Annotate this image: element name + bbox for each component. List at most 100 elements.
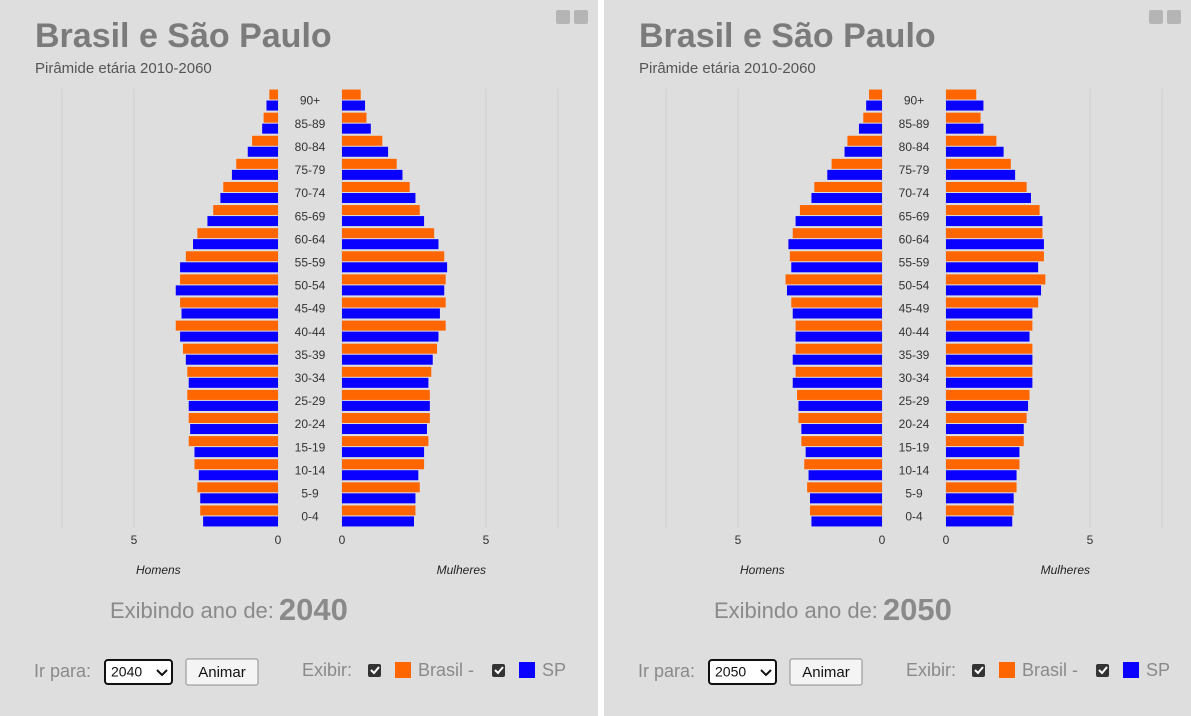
- legend-swatch: [1123, 662, 1140, 678]
- bar-men: [213, 205, 278, 216]
- age-label: 80-84: [899, 140, 930, 154]
- year-select[interactable]: [708, 659, 777, 685]
- age-label: 90+: [300, 94, 320, 108]
- bar-women: [342, 389, 430, 400]
- bar-men: [180, 262, 278, 273]
- axis-label-men: Homens: [136, 563, 181, 577]
- age-label: 75-79: [899, 163, 930, 177]
- age-label: 25-29: [899, 394, 930, 408]
- chart-title: Brasil e São Paulo: [35, 17, 332, 55]
- chart-panel: Brasil e São Paulo Pirâmide etária 2010-2…: [0, 0, 598, 716]
- bar-men: [831, 158, 882, 169]
- bar-women: [946, 389, 1030, 400]
- age-label: 30-34: [899, 371, 930, 385]
- age-label: 40-44: [899, 325, 930, 339]
- bar-women: [342, 436, 429, 447]
- x-tick-label: 5: [483, 533, 490, 547]
- goto-label: Ir para:: [34, 661, 91, 681]
- year-select[interactable]: [104, 659, 173, 685]
- bar-women: [946, 424, 1024, 435]
- bar-men: [801, 424, 882, 435]
- bar-women: [342, 205, 420, 216]
- bar-men: [869, 89, 882, 100]
- bar-men: [194, 447, 278, 458]
- animate-button-label: Animar: [198, 664, 246, 681]
- bar-men: [789, 251, 882, 262]
- bar-women: [342, 169, 403, 180]
- bar-men: [798, 413, 882, 424]
- bar-women: [342, 331, 439, 342]
- age-label: 55-59: [295, 255, 326, 269]
- axis-label-women: Mulheres: [437, 563, 486, 577]
- x-tick-label: 0: [943, 533, 950, 547]
- bar-women: [946, 262, 1039, 273]
- bar-men: [200, 505, 278, 516]
- bar-women: [342, 505, 416, 516]
- bar-men: [197, 228, 278, 239]
- bar-women: [342, 516, 414, 527]
- bar-women: [342, 123, 371, 134]
- year-select-value: 2050: [715, 664, 746, 680]
- bar-women: [342, 181, 410, 192]
- bar-men: [807, 482, 882, 493]
- bar-men: [792, 354, 882, 365]
- age-label: 65-69: [295, 209, 326, 223]
- legend-label: Brasil -: [418, 660, 474, 680]
- bar-women: [946, 516, 1013, 527]
- bar-men: [175, 320, 278, 331]
- chart-panel: Brasil e São Paulo Pirâmide etária 2010-2…: [604, 0, 1191, 716]
- bar-men: [185, 354, 278, 365]
- legend-checkbox[interactable]: [492, 664, 506, 677]
- bar-men: [269, 89, 278, 100]
- bar-women: [342, 228, 435, 239]
- animate-button[interactable]: [789, 658, 863, 686]
- age-label: 80-84: [295, 140, 326, 154]
- bar-men: [247, 146, 278, 157]
- bar-men: [804, 459, 882, 470]
- bar-men: [791, 262, 882, 273]
- bar-women: [946, 274, 1046, 285]
- bar-men: [811, 192, 882, 203]
- info-icon[interactable]: [1167, 10, 1181, 24]
- age-label: 25-29: [295, 394, 326, 408]
- bar-men: [795, 366, 882, 377]
- bar-men: [785, 274, 882, 285]
- animate-button[interactable]: [185, 658, 259, 686]
- bar-women: [946, 285, 1042, 296]
- bar-women: [946, 251, 1044, 262]
- bar-men: [795, 320, 882, 331]
- bar-women: [342, 239, 439, 250]
- bar-men: [190, 424, 278, 435]
- age-label: 65-69: [899, 209, 930, 223]
- bar-women: [342, 135, 383, 146]
- bar-men: [252, 135, 278, 146]
- bar-men: [810, 493, 882, 504]
- bar-women: [946, 436, 1024, 447]
- bar-women: [342, 100, 366, 111]
- bar-women: [342, 447, 425, 458]
- show-label: Exibir:: [302, 660, 352, 680]
- bar-women: [342, 459, 425, 470]
- info-icon[interactable]: [574, 10, 588, 24]
- legend-checkbox[interactable]: [1096, 664, 1110, 677]
- chart-subtitle: Pirâmide etária 2010-2060: [639, 60, 816, 77]
- chart-title: Brasil e São Paulo: [639, 17, 936, 55]
- age-label: 70-74: [295, 186, 326, 200]
- link-icon[interactable]: [556, 10, 570, 24]
- bar-women: [342, 89, 361, 100]
- legend-checkbox[interactable]: [972, 664, 985, 677]
- bar-women: [342, 112, 367, 123]
- bar-men: [180, 274, 278, 285]
- link-icon[interactable]: [1149, 10, 1163, 24]
- panel-background: [604, 0, 1191, 716]
- legend-checkbox[interactable]: [368, 664, 381, 677]
- bar-men: [207, 216, 278, 227]
- bar-men: [182, 343, 278, 354]
- bar-men: [844, 146, 882, 157]
- bar-women: [946, 89, 977, 100]
- bar-women: [946, 505, 1014, 516]
- bar-women: [946, 158, 1011, 169]
- bar-women: [946, 366, 1033, 377]
- x-tick-label: 0: [275, 533, 282, 547]
- year-caption: Exibindo ano de: 2050: [714, 592, 952, 627]
